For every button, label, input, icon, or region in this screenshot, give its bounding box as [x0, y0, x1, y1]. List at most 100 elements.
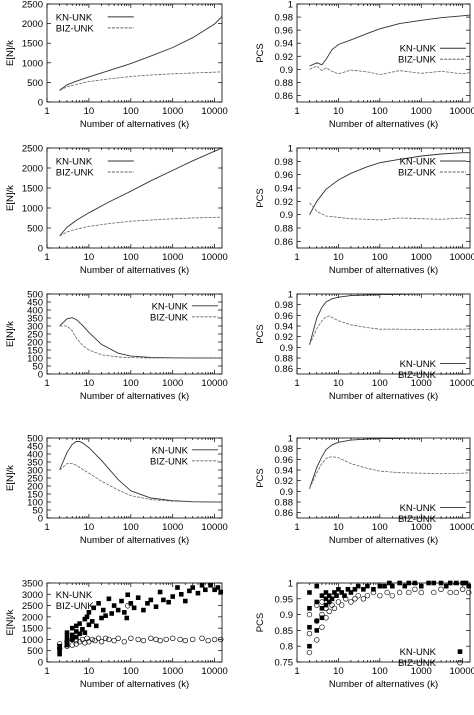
data-point-biz-unk	[335, 599, 342, 605]
data-point-biz-unk	[460, 586, 466, 593]
legend-label: KN-UNK	[56, 157, 93, 168]
y-tick-label: 400	[27, 450, 43, 461]
data-point-biz-unk	[56, 641, 63, 647]
data-point-kn-unk	[84, 614, 90, 620]
x-axis-label: Number of alternatives (k)	[80, 391, 189, 402]
data-point-kn-unk	[212, 587, 217, 593]
y-tick-label: 50	[32, 506, 43, 517]
data-point-kn-unk	[124, 615, 130, 621]
data-point-kn-unk	[115, 607, 121, 613]
x-tick-label: 10	[333, 106, 344, 117]
y-tick-label: 0.92	[275, 332, 294, 343]
x-tick-label: 1	[44, 378, 49, 389]
y-tick-label: 100	[27, 354, 43, 365]
x-axis-label: Number of alternatives (k)	[329, 535, 438, 546]
data-point-kn-unk	[323, 602, 329, 608]
data-point-kn-unk	[371, 587, 376, 592]
data-point-biz-unk	[352, 596, 358, 602]
legend-item-biz-unk: BIZ-UNK	[398, 658, 463, 669]
data-point-kn-unk	[86, 622, 92, 628]
y-tick-label: 450	[27, 442, 43, 453]
data-point-biz-unk	[384, 589, 390, 596]
data-point-kn-unk	[153, 604, 159, 609]
y-axis-label: E[N]/k	[5, 321, 16, 347]
legend-label: BIZ-UNK	[398, 370, 437, 381]
series-line-biz-unk	[309, 456, 471, 489]
legend-label: KN-UNK	[152, 445, 189, 456]
data-point-kn-unk	[80, 626, 85, 632]
x-tick-label: 1	[44, 522, 49, 533]
data-point-biz-unk	[69, 636, 75, 643]
data-point-kn-unk	[326, 593, 332, 598]
data-point-biz-unk	[343, 596, 349, 602]
y-tick-label: 3000	[22, 590, 43, 601]
data-point-kn-unk	[64, 642, 70, 648]
data-point-biz-unk	[205, 637, 211, 644]
data-point-biz-unk	[121, 638, 128, 645]
data-point-biz-unk	[128, 635, 134, 641]
data-point-biz-unk	[396, 589, 403, 596]
y-tick-label: 0.9	[280, 65, 293, 76]
x-tick-label: 10000	[449, 666, 474, 677]
data-point-kn-unk	[326, 599, 332, 605]
data-point-kn-unk	[203, 587, 208, 593]
y-tick-label: 50	[32, 362, 43, 373]
y-tick-label: 300	[27, 322, 43, 333]
x-tick-label: 100	[372, 378, 388, 389]
data-point-kn-unk	[199, 582, 205, 588]
data-point-biz-unk	[331, 605, 338, 611]
data-point-kn-unk	[329, 596, 335, 602]
legend-item-biz-unk: BIZ-UNK	[56, 601, 131, 612]
y-tick-label: 0.94	[275, 322, 294, 333]
legend-item-biz-unk: BIZ-UNK	[56, 168, 134, 179]
x-tick-label: 1	[294, 522, 299, 533]
plot-frame	[46, 3, 223, 103]
data-point-kn-unk	[339, 590, 345, 595]
legend-label: BIZ-UNK	[398, 55, 437, 66]
y-tick-label: 1000	[22, 58, 43, 69]
data-point-biz-unk	[418, 589, 424, 596]
data-point-biz-unk	[153, 636, 159, 643]
legend-item-biz-unk: BIZ-UNK	[150, 456, 218, 467]
data-point-kn-unk	[453, 580, 459, 586]
x-tick-label: 1000	[411, 106, 432, 117]
data-point-kn-unk	[463, 580, 469, 586]
y-tick-label: 350	[27, 458, 43, 469]
y-tick-label: 0.96	[275, 311, 294, 322]
data-point-biz-unk	[92, 637, 98, 644]
plot-frame	[296, 437, 471, 519]
x-tick-label: 1	[44, 666, 49, 677]
data-point-kn-unk	[447, 580, 453, 586]
data-point-biz-unk	[314, 637, 320, 643]
data-point-biz-unk	[319, 611, 325, 618]
data-point-kn-unk	[412, 580, 418, 586]
x-tick-label: 10000	[201, 378, 227, 389]
chart-panel-2: 0.86 0.88 0.9 0.92 0.94 0.96 0.98 1 1 10 100 1000 10…	[255, 0, 474, 130]
y-tick-label: 2500	[22, 601, 43, 612]
y-tick-label: 0.86	[275, 237, 294, 248]
data-point-kn-unk	[69, 637, 75, 642]
x-tick-label: 10	[333, 522, 344, 533]
data-point-kn-unk	[460, 580, 466, 586]
x-tick-label: 1	[294, 666, 299, 677]
x-axis-label: Number of alternatives (k)	[80, 535, 189, 546]
x-tick-label: 1000	[411, 666, 432, 677]
data-point-biz-unk	[319, 624, 325, 630]
data-point-kn-unk	[89, 619, 95, 624]
legend-item-biz-unk: BIZ-UNK	[150, 312, 218, 323]
data-point-biz-unk	[306, 649, 313, 656]
data-point-kn-unk	[406, 580, 412, 586]
data-point-biz-unk	[329, 602, 335, 608]
data-point-biz-unk	[218, 636, 224, 643]
series-line-biz-unk	[59, 71, 223, 91]
y-tick-label: 450	[27, 298, 43, 309]
data-point-biz-unk	[314, 618, 320, 624]
data-point-biz-unk	[447, 589, 453, 596]
x-tick-label: 1	[294, 378, 299, 389]
data-point-kn-unk	[119, 598, 124, 604]
data-point-biz-unk	[319, 599, 325, 605]
x-tick-label: 1000	[162, 252, 183, 263]
legend-item-kn-unk: KN-UNK	[56, 12, 134, 23]
